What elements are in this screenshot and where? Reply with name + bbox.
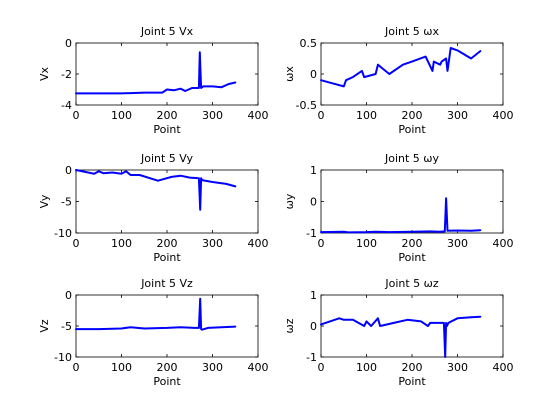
x-tick-label: 100 (111, 109, 132, 122)
chart-title: Joint 5 Vz (140, 277, 193, 290)
x-tick-label: 100 (111, 361, 132, 374)
y-tick-label: -0.5 (296, 99, 317, 112)
x-tick-label: 0 (73, 237, 80, 250)
y-tick-label: 0.5 (300, 37, 318, 50)
x-tick-label: 400 (248, 237, 269, 250)
x-tick-label: 200 (402, 109, 423, 122)
x-tick-label: 100 (356, 361, 377, 374)
chart-title: Joint 5 ωx (384, 25, 440, 38)
x-tick-label: 300 (202, 361, 223, 374)
x-axis-label: Point (398, 251, 426, 264)
axes-box (320, 42, 504, 106)
x-axis-label: Point (153, 375, 181, 388)
x-tick-label: 300 (447, 361, 468, 374)
x-tick-label: 100 (356, 237, 377, 250)
subplot-5: Joint 5 Vz 0 100 200 300 400 -10 -5 0 Point Vz (38, 277, 269, 388)
axes-box (320, 294, 504, 358)
x-tick-label: 200 (157, 237, 178, 250)
y-tick-label: -1 (306, 351, 317, 364)
y-tick-label: 0 (65, 37, 72, 50)
x-axis-label: Point (153, 251, 181, 264)
y-tick-label: -5 (61, 196, 72, 209)
x-tick-label: 0 (73, 109, 80, 122)
x-tick-label: 400 (248, 361, 269, 374)
x-tick-label: 300 (447, 109, 468, 122)
x-tick-label: 0 (318, 109, 325, 122)
x-axis-label: Point (398, 123, 426, 136)
x-tick-label: 100 (111, 237, 132, 250)
series-line (75, 51, 237, 95)
y-axis-label: Vy (38, 194, 51, 208)
x-tick-label: 300 (447, 237, 468, 250)
x-tick-label: 400 (248, 109, 269, 122)
subplot-3: Joint 5 Vy 0 100 200 300 400 -10 -5 0 Point Vy (38, 152, 269, 264)
x-tick-label: 200 (402, 361, 423, 374)
y-tick-label: -2 (61, 68, 72, 81)
y-axis-label: ωy (283, 193, 296, 209)
y-axis-label: ωx (283, 66, 296, 82)
axes-box (75, 169, 259, 234)
x-tick-label: 300 (202, 109, 223, 122)
subplot-1: Joint 5 Vx 0 100 200 300 400 -4 -2 0 Point Vx (38, 25, 269, 136)
x-tick-label: 200 (157, 109, 178, 122)
series-line (75, 297, 237, 331)
series-line (320, 315, 482, 358)
axes-box (75, 42, 259, 106)
y-tick-label: 0 (310, 68, 317, 81)
series-line (320, 47, 482, 88)
y-tick-label: 0 (310, 320, 317, 333)
chart-title: Joint 5 ωz (384, 277, 439, 290)
x-tick-label: 300 (202, 237, 223, 250)
y-tick-label: 0 (65, 164, 72, 177)
x-axis-label: Point (398, 375, 426, 388)
y-axis-label: Vx (38, 66, 51, 81)
y-tick-label: -5 (61, 320, 72, 333)
chart-title: Joint 5 ωy (384, 152, 440, 165)
y-tick-label: -4 (61, 99, 72, 112)
y-axis-label: Vz (38, 319, 51, 333)
x-tick-label: 0 (73, 361, 80, 374)
y-tick-label: -10 (54, 227, 72, 240)
y-tick-label: 0 (310, 196, 317, 209)
x-tick-label: 0 (318, 361, 325, 374)
x-tick-label: 100 (356, 109, 377, 122)
y-tick-label: -10 (54, 351, 72, 364)
series-line (320, 197, 482, 234)
y-tick-label: 1 (310, 164, 317, 177)
x-axis-label: Point (153, 123, 181, 136)
y-tick-label: 0 (65, 289, 72, 302)
x-tick-label: 400 (493, 361, 514, 374)
series-line (75, 169, 237, 211)
chart-title: Joint 5 Vx (140, 25, 194, 38)
axes-box (320, 169, 504, 234)
chart-title: Joint 5 Vy (140, 152, 194, 165)
x-tick-label: 200 (402, 237, 423, 250)
y-axis-label: ωz (283, 318, 296, 333)
y-tick-label: 1 (310, 289, 317, 302)
x-tick-label: 400 (493, 109, 514, 122)
x-tick-label: 0 (318, 237, 325, 250)
y-tick-label: -1 (306, 227, 317, 240)
x-tick-label: 200 (157, 361, 178, 374)
x-tick-label: 400 (493, 237, 514, 250)
